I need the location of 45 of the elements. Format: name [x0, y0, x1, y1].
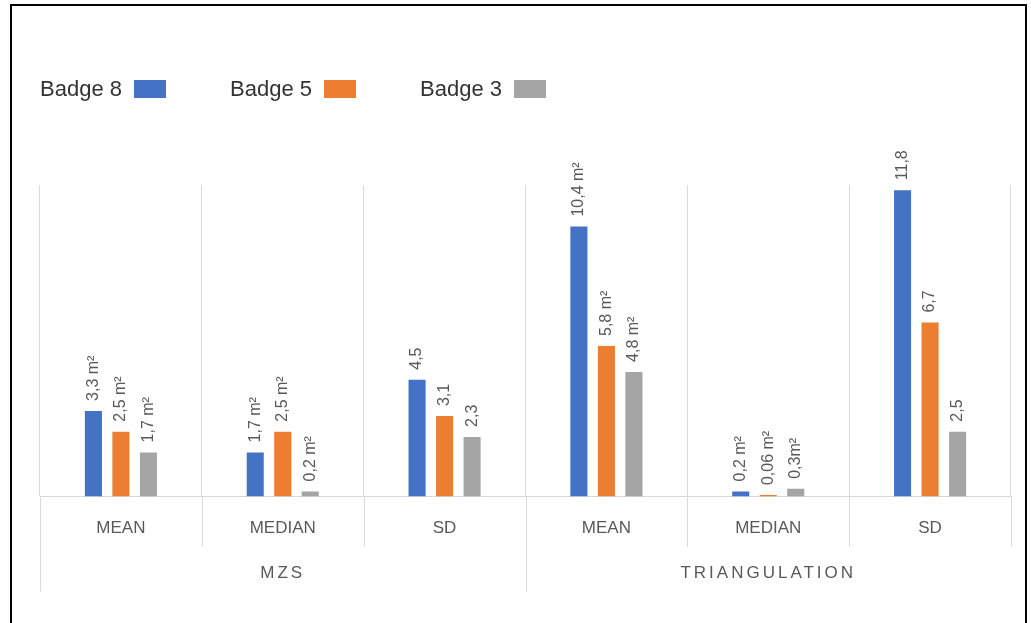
bar: [597, 345, 615, 497]
x-tick-label: MEAN: [581, 518, 631, 538]
text: MZS: [260, 563, 306, 583]
bar: [463, 436, 481, 497]
bar: [84, 410, 102, 497]
bar: [246, 452, 264, 497]
data-label: 1,7 m²: [245, 396, 263, 443]
bar: [921, 322, 939, 497]
bar: [301, 491, 319, 497]
bar: [625, 371, 643, 497]
data-label: 4,8 m²: [624, 315, 642, 362]
data-label: 3,3 m²: [83, 354, 101, 401]
data-label: 6,7: [920, 290, 938, 313]
data-label: 2,3: [462, 404, 480, 427]
bar: [570, 226, 588, 497]
data-label: 11,8: [892, 150, 910, 181]
legend-label: Badge 5: [230, 76, 312, 102]
data-label: 10,4 m²: [569, 161, 587, 217]
data-label: 4,5: [407, 347, 425, 370]
bar: [949, 431, 967, 497]
data-label: 0,06 m²: [758, 430, 776, 486]
bar: [408, 379, 426, 497]
bar: [732, 491, 750, 497]
bar: [436, 416, 454, 497]
data-label: 1,7 m²: [138, 396, 156, 443]
data-label: 0,2 m²: [300, 435, 318, 482]
x-tick-label: SD: [918, 518, 942, 538]
data-label: 0,3m²: [786, 437, 804, 479]
x-tick-label: MEAN: [96, 518, 146, 538]
data-label: 2,5: [948, 399, 965, 422]
text: TRIANGULATION: [680, 563, 857, 583]
bar: [274, 431, 292, 497]
x-tick-label: MEDIAN: [249, 518, 316, 538]
bar: [894, 190, 912, 497]
legend-label: Badge 8: [40, 76, 122, 102]
data-label: 0,2 m²: [731, 435, 749, 482]
data-label: 5,8 m²: [596, 289, 614, 336]
x-tick-label: SD: [432, 518, 457, 538]
data-label: 2,5 m²: [273, 375, 291, 422]
data-label: 3,1: [434, 383, 452, 407]
x-tick-label: MEDIAN: [735, 518, 802, 538]
bar: [139, 452, 157, 497]
legend-label: Badge 3: [420, 76, 502, 102]
data-label: 2,5 m²: [111, 375, 129, 422]
bar: [112, 431, 130, 497]
